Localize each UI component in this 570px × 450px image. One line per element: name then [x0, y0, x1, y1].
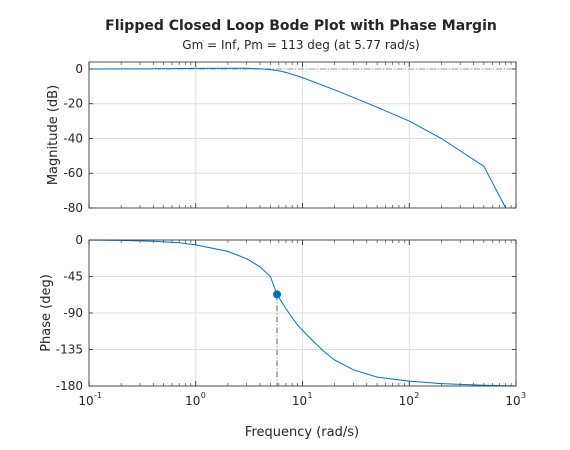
tick-label-x-exponent: 3	[521, 391, 526, 400]
x-axis-label: Frequency (rad/s)	[245, 425, 359, 440]
tick-label-x-exponent: 1	[308, 391, 313, 400]
tick-label-y: -60	[63, 166, 83, 180]
tick-label-y: -80	[63, 201, 83, 215]
tick-label-x: 10	[505, 394, 520, 408]
tick-label-y: 0	[75, 62, 83, 76]
tick-label-y: -20	[63, 97, 83, 111]
chart-subtitle: Gm = Inf, Pm = 113 deg (at 5.77 rad/s)	[182, 38, 419, 52]
tick-label-x-exponent: 0	[201, 391, 206, 400]
tick-label-y: -180	[56, 379, 83, 393]
tick-label-x: 10	[185, 394, 200, 408]
phase-axes-box	[88, 239, 517, 387]
phase-y-axis-label: Phase (deg)	[39, 274, 54, 352]
phase-margin-marker	[273, 290, 282, 299]
tick-label-x: 10	[399, 394, 414, 408]
chart-title: Flipped Closed Loop Bode Plot with Phase…	[105, 18, 497, 34]
tick-label-y: -45	[63, 270, 83, 284]
x-ticks: 10 -1 10 0 10 1 10 2 10 3	[78, 62, 526, 408]
tick-label-y: 0	[75, 233, 83, 247]
tick-label-y: -90	[63, 306, 83, 320]
phase-panel: 0-45-90-135-180 10 -1 10 0 10 1 10 2 10 3 Phase (…	[39, 62, 526, 408]
tick-label-x: 10	[78, 394, 93, 408]
phase-series-line	[88, 239, 517, 387]
magnitude-y-ticks: 0 -20 -40 -60 -80	[63, 62, 516, 215]
magnitude-series-line	[88, 67, 507, 209]
magnitude-y-axis-label: Magnitude (dB)	[46, 85, 61, 185]
tick-label-y: -40	[63, 131, 83, 145]
magnitude-panel: 0 -20 -40 -60 -80 Magnitude (dB)	[46, 61, 517, 215]
phase-y-ticks: 0 -45 -90 -135 -180	[56, 233, 516, 393]
tick-label-x-exponent: -1	[94, 391, 102, 400]
tick-label-x-exponent: 2	[414, 391, 419, 400]
tick-label-y: -135	[56, 343, 83, 357]
tick-label-x: 10	[292, 394, 307, 408]
